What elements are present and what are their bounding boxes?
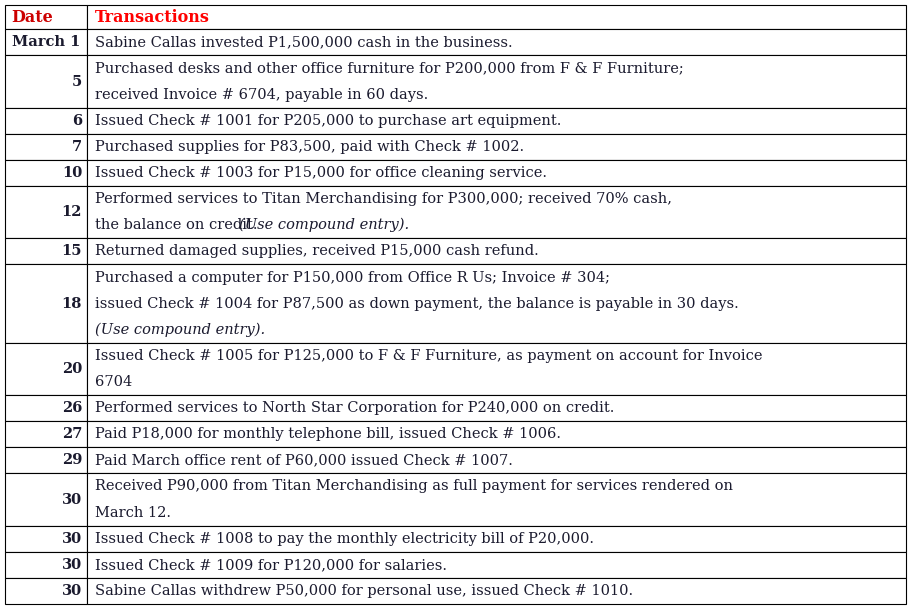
Bar <box>5 5 87 29</box>
Text: Paid P18,000 for monthly telephone bill, issued Check # 1006.: Paid P18,000 for monthly telephone bill,… <box>95 427 561 441</box>
Text: Date: Date <box>11 8 53 25</box>
Bar <box>87 578 906 604</box>
Text: Performed services to North Star Corporation for P240,000 on credit.: Performed services to North Star Corpora… <box>95 401 614 415</box>
Text: Issued Check # 1001 for P205,000 to purchase art equipment.: Issued Check # 1001 for P205,000 to purc… <box>95 114 561 128</box>
Text: Purchased a computer for P150,000 from Office R Us; Invoice # 304;: Purchased a computer for P150,000 from O… <box>95 270 610 284</box>
Bar <box>87 134 906 160</box>
Text: Issued Check # 1003 for P15,000 for office cleaning service.: Issued Check # 1003 for P15,000 for offi… <box>95 166 547 180</box>
Bar <box>5 160 87 186</box>
Bar <box>87 343 906 395</box>
Text: Issued Check # 1008 to pay the monthly electricity bill of P20,000.: Issued Check # 1008 to pay the monthly e… <box>95 531 594 545</box>
Bar <box>5 238 87 264</box>
Text: Issued Check # 1005 for P125,000 to F & F Furniture, as payment on account for I: Issued Check # 1005 for P125,000 to F & … <box>95 349 763 363</box>
Text: issued Check # 1004 for P87,500 as down payment, the balance is payable in 30 da: issued Check # 1004 for P87,500 as down … <box>95 296 739 311</box>
Text: Paid March office rent of P60,000 issued Check # 1007.: Paid March office rent of P60,000 issued… <box>95 453 513 467</box>
Text: 20: 20 <box>62 362 82 376</box>
Text: 27: 27 <box>62 427 82 441</box>
Bar <box>87 160 906 186</box>
Bar <box>5 186 87 238</box>
Bar <box>87 29 906 56</box>
Bar <box>5 447 87 473</box>
Text: 30: 30 <box>62 531 82 545</box>
Bar <box>87 238 906 264</box>
Text: the balance on credit.: the balance on credit. <box>95 218 262 232</box>
Text: 18: 18 <box>62 296 82 311</box>
Text: Transactions: Transactions <box>95 8 210 25</box>
Text: March 12.: March 12. <box>95 505 171 519</box>
Bar <box>5 29 87 56</box>
Text: 30: 30 <box>62 584 82 598</box>
Text: Returned damaged supplies, received P15,000 cash refund.: Returned damaged supplies, received P15,… <box>95 244 538 258</box>
Bar <box>5 551 87 578</box>
Bar <box>87 264 906 343</box>
Text: (Use compound entry).: (Use compound entry). <box>239 218 409 233</box>
Text: 7: 7 <box>72 140 82 154</box>
Bar <box>87 525 906 551</box>
Text: 10: 10 <box>62 166 82 180</box>
Text: 30: 30 <box>62 558 82 572</box>
Text: the balance on credit.: the balance on credit. <box>95 218 262 232</box>
Text: March 1: March 1 <box>12 35 80 50</box>
Bar <box>5 421 87 447</box>
Bar <box>87 551 906 578</box>
Bar <box>87 473 906 525</box>
Text: (Use compound entry).: (Use compound entry). <box>95 322 265 337</box>
Bar <box>5 525 87 551</box>
Text: 26: 26 <box>62 401 82 415</box>
Text: Sabine Callas invested P1,500,000 cash in the business.: Sabine Callas invested P1,500,000 cash i… <box>95 35 513 50</box>
Bar <box>87 447 906 473</box>
Bar <box>5 108 87 134</box>
Text: Received P90,000 from Titan Merchandising as full payment for services rendered : Received P90,000 from Titan Merchandisin… <box>95 479 733 493</box>
Text: 6: 6 <box>72 114 82 128</box>
Text: Issued Check # 1009 for P120,000 for salaries.: Issued Check # 1009 for P120,000 for sal… <box>95 558 447 572</box>
Bar <box>5 395 87 421</box>
Bar <box>87 395 906 421</box>
Bar <box>5 473 87 525</box>
Text: Purchased desks and other office furniture for P200,000 from F & F Furniture;: Purchased desks and other office furnitu… <box>95 62 684 76</box>
Text: Performed services to Titan Merchandising for P300,000; received 70% cash,: Performed services to Titan Merchandisin… <box>95 192 672 206</box>
Bar <box>5 134 87 160</box>
Bar <box>87 421 906 447</box>
Bar <box>5 343 87 395</box>
Text: 5: 5 <box>72 75 82 88</box>
Text: 12: 12 <box>62 205 82 219</box>
Text: 15: 15 <box>62 244 82 258</box>
Bar <box>87 5 906 29</box>
Text: Sabine Callas withdrew P50,000 for personal use, issued Check # 1010.: Sabine Callas withdrew P50,000 for perso… <box>95 584 633 598</box>
Bar <box>87 186 906 238</box>
Bar <box>87 56 906 108</box>
Bar <box>5 56 87 108</box>
Bar <box>5 264 87 343</box>
Text: 30: 30 <box>62 493 82 507</box>
Bar <box>87 108 906 134</box>
Bar <box>5 578 87 604</box>
Text: 29: 29 <box>62 453 82 467</box>
Text: Purchased supplies for P83,500, paid with Check # 1002.: Purchased supplies for P83,500, paid wit… <box>95 140 524 154</box>
Text: 6704: 6704 <box>95 375 132 389</box>
Text: received Invoice # 6704, payable in 60 days.: received Invoice # 6704, payable in 60 d… <box>95 88 428 102</box>
